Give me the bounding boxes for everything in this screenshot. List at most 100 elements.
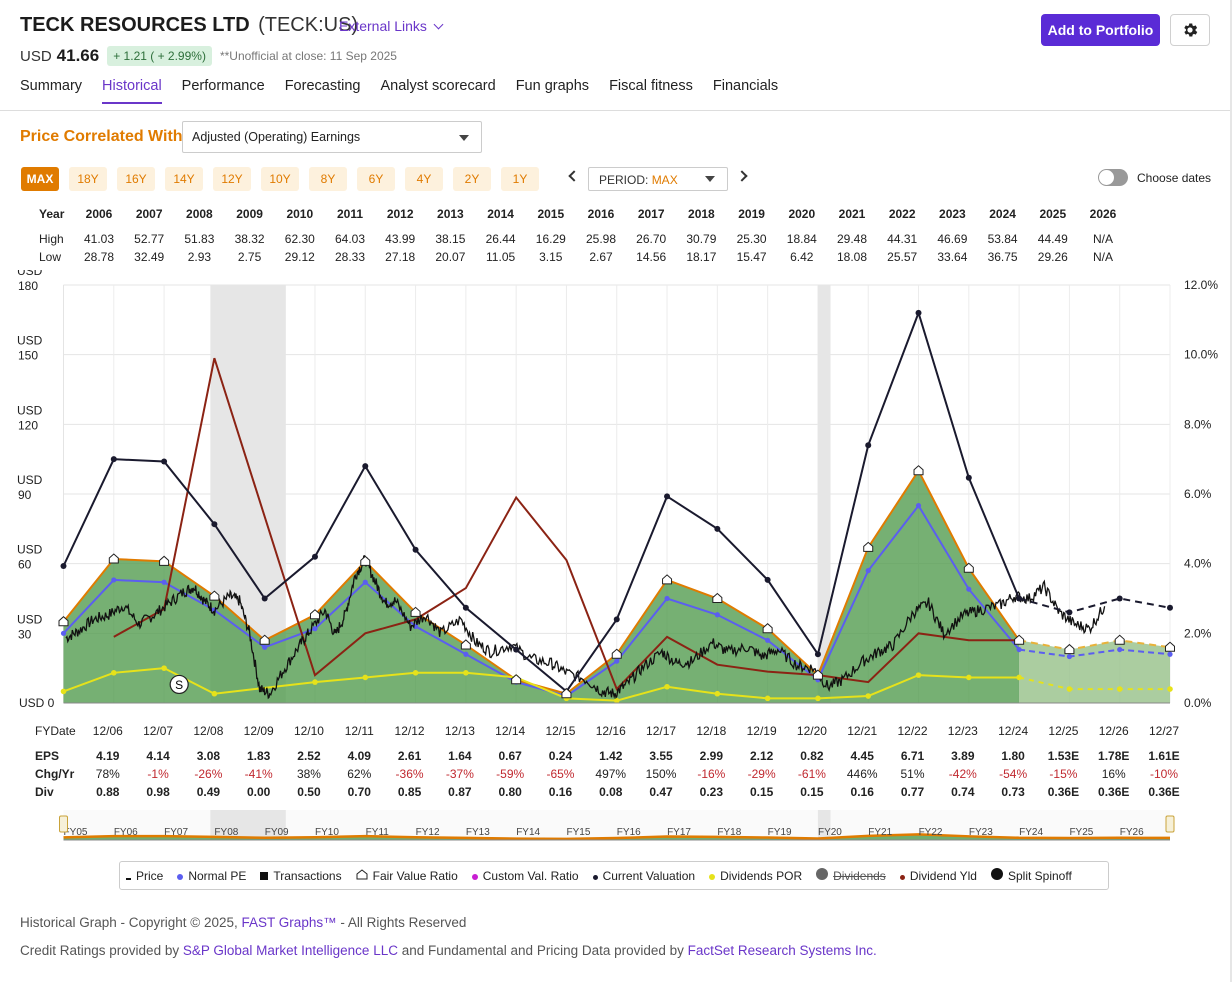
fastgraphs-link[interactable]: FAST Graphs™: [241, 915, 337, 930]
legend-item-normal-pe[interactable]: Normal PE: [177, 869, 246, 883]
legend-item-fair-value-ratio[interactable]: Fair Value Ratio: [356, 869, 458, 883]
fair-value-ratio-marker[interactable]: [1165, 641, 1175, 652]
y-tick-unit: USD: [17, 612, 43, 626]
period-select[interactable]: PERIOD: MAX: [588, 167, 728, 191]
div-cell: 0.77: [900, 785, 925, 799]
sp-global-link[interactable]: S&P Global Market Intelligence LLC: [182, 943, 398, 958]
navigator-right-handle[interactable]: [1165, 815, 1175, 833]
fair-value-ratio-marker[interactable]: [410, 606, 421, 617]
chart-legend: Price Normal PE Transactions Fair Value Rat…: [119, 861, 1109, 890]
eps-cell: 3.08: [196, 749, 221, 763]
fair-value-ratio-marker[interactable]: [611, 648, 622, 659]
legend-item-split-spinoff[interactable]: Split Spinoff: [990, 868, 1072, 883]
range-button-8y[interactable]: 8Y: [309, 167, 347, 191]
navigator-fy-label: FY15: [567, 827, 591, 838]
prev-period-icon[interactable]: [568, 170, 580, 182]
tab-performance[interactable]: Performance: [181, 78, 265, 94]
dividend-yield-line: [113, 357, 1020, 691]
fair-value-ratio-marker[interactable]: [1114, 634, 1125, 645]
fair-value-ratio-marker[interactable]: [963, 562, 974, 573]
current-valuation-point: [664, 493, 671, 500]
fair-value-ratio-marker[interactable]: [309, 609, 320, 620]
range-button-16y[interactable]: 16Y: [117, 167, 155, 191]
legend-item-current-valuation[interactable]: Current Valuation: [592, 869, 695, 883]
tab-fun-graphs[interactable]: Fun graphs: [515, 78, 590, 94]
split-spinoff-label: S: [175, 678, 183, 692]
y-tick-unit: USD: [17, 334, 43, 348]
tab-financials[interactable]: Financials: [712, 78, 779, 94]
high-cell: 46.69: [937, 232, 968, 246]
tab-forecasting[interactable]: Forecasting: [284, 78, 361, 94]
normal-pe-point: [111, 577, 117, 583]
tab-fiscal-fitness[interactable]: Fiscal fitness: [609, 78, 693, 94]
fair-value-ratio-marker[interactable]: [812, 669, 823, 680]
div-cell: 0.15: [800, 785, 824, 799]
fair-value-ratio-marker[interactable]: [712, 592, 723, 603]
low-cell: 25.57: [887, 250, 918, 264]
normal-pe-point: [161, 579, 167, 585]
eps-cell: 1.80: [1001, 749, 1025, 763]
range-button-10y[interactable]: 10Y: [261, 167, 299, 191]
fair-value-ratio-marker[interactable]: [561, 688, 572, 699]
dividends-por-point: [714, 690, 721, 697]
tab-analyst-scorecard[interactable]: Analyst scorecard: [380, 78, 496, 94]
next-period-icon[interactable]: [736, 170, 748, 182]
dividends-por-point: [412, 670, 419, 676]
range-button-max[interactable]: MAX: [21, 167, 59, 191]
add-to-portfolio-button[interactable]: Add to Portfolio: [1041, 14, 1160, 46]
current-valuation-estimate-line: [1018, 597, 1171, 614]
high-cell: 38.15: [435, 232, 466, 246]
range-button-12y[interactable]: 12Y: [213, 167, 251, 191]
range-button-18y[interactable]: 18Y: [69, 167, 107, 191]
legend-item-dividends[interactable]: Dividends: [816, 868, 886, 883]
legend-item-dividends-por[interactable]: Dividends POR: [709, 869, 802, 883]
fair-value-ratio-marker[interactable]: [662, 574, 673, 585]
normal-pe-point: [262, 644, 268, 650]
tab-summary[interactable]: Summary: [20, 78, 83, 94]
fair-value-ratio-marker[interactable]: [58, 616, 69, 627]
chg-cell: -26%: [194, 767, 223, 781]
eps-cell: 1.64: [448, 749, 472, 763]
fair-value-ratio-marker[interactable]: [1014, 634, 1025, 645]
legend-item-dividend-yld[interactable]: Dividend Yld: [899, 869, 977, 883]
chg-cell: -10%: [1149, 767, 1179, 781]
fair-value-ratio-marker[interactable]: [1064, 643, 1075, 655]
current-valuation-point: [60, 562, 67, 569]
fair-value-ratio-marker[interactable]: [863, 541, 874, 552]
fair-value-ratio-marker[interactable]: [209, 590, 220, 601]
range-button-1y[interactable]: 1Y: [501, 167, 539, 191]
fair-value-ratio-marker[interactable]: [259, 634, 270, 645]
split-spinoff-marker[interactable]: [169, 674, 189, 695]
dividends-por-legend-icon: [709, 869, 716, 883]
custom-val-ratio-legend-icon: [471, 869, 478, 883]
fair-value-ratio-marker[interactable]: [511, 674, 522, 685]
year-cell: 2010: [286, 207, 314, 221]
legend-item-custom-val-ratio[interactable]: Custom Val. Ratio: [471, 869, 579, 883]
legend-item-transactions[interactable]: Transactions: [260, 869, 342, 883]
navigator-left-handle[interactable]: [59, 815, 68, 833]
settings-button[interactable]: [1170, 14, 1210, 46]
external-links-dropdown[interactable]: External Links: [339, 18, 444, 34]
correlated-with-select[interactable]: Adjusted (Operating) Earnings: [182, 121, 482, 153]
range-button-14y[interactable]: 14Y: [165, 167, 203, 191]
factset-link[interactable]: FactSet Research Systems Inc.: [687, 943, 877, 958]
range-button-4y[interactable]: 4Y: [405, 167, 443, 191]
high-cell: 64.03: [334, 232, 366, 246]
low-cell: 20.07: [435, 250, 466, 264]
fair-value-ratio-marker[interactable]: [360, 555, 371, 566]
fair-value-ratio-marker[interactable]: [762, 623, 773, 634]
fair-value-ratio-marker[interactable]: [460, 639, 471, 650]
fair-value-ratio-marker[interactable]: [108, 553, 119, 564]
eps-cell: 3.55: [649, 749, 673, 763]
low-cell: 29.12: [284, 250, 315, 264]
fair-value-ratio-marker[interactable]: [913, 465, 924, 476]
tab-historical[interactable]: Historical: [102, 78, 162, 104]
legend-item-price[interactable]: Price: [126, 869, 163, 883]
dividends-legend-icon: [816, 868, 829, 883]
range-button-6y[interactable]: 6Y: [357, 167, 395, 191]
choose-dates-toggle[interactable]: [1098, 169, 1128, 186]
range-button-2y[interactable]: 2Y: [453, 167, 491, 191]
fair-value-ratio-marker[interactable]: [159, 555, 170, 566]
